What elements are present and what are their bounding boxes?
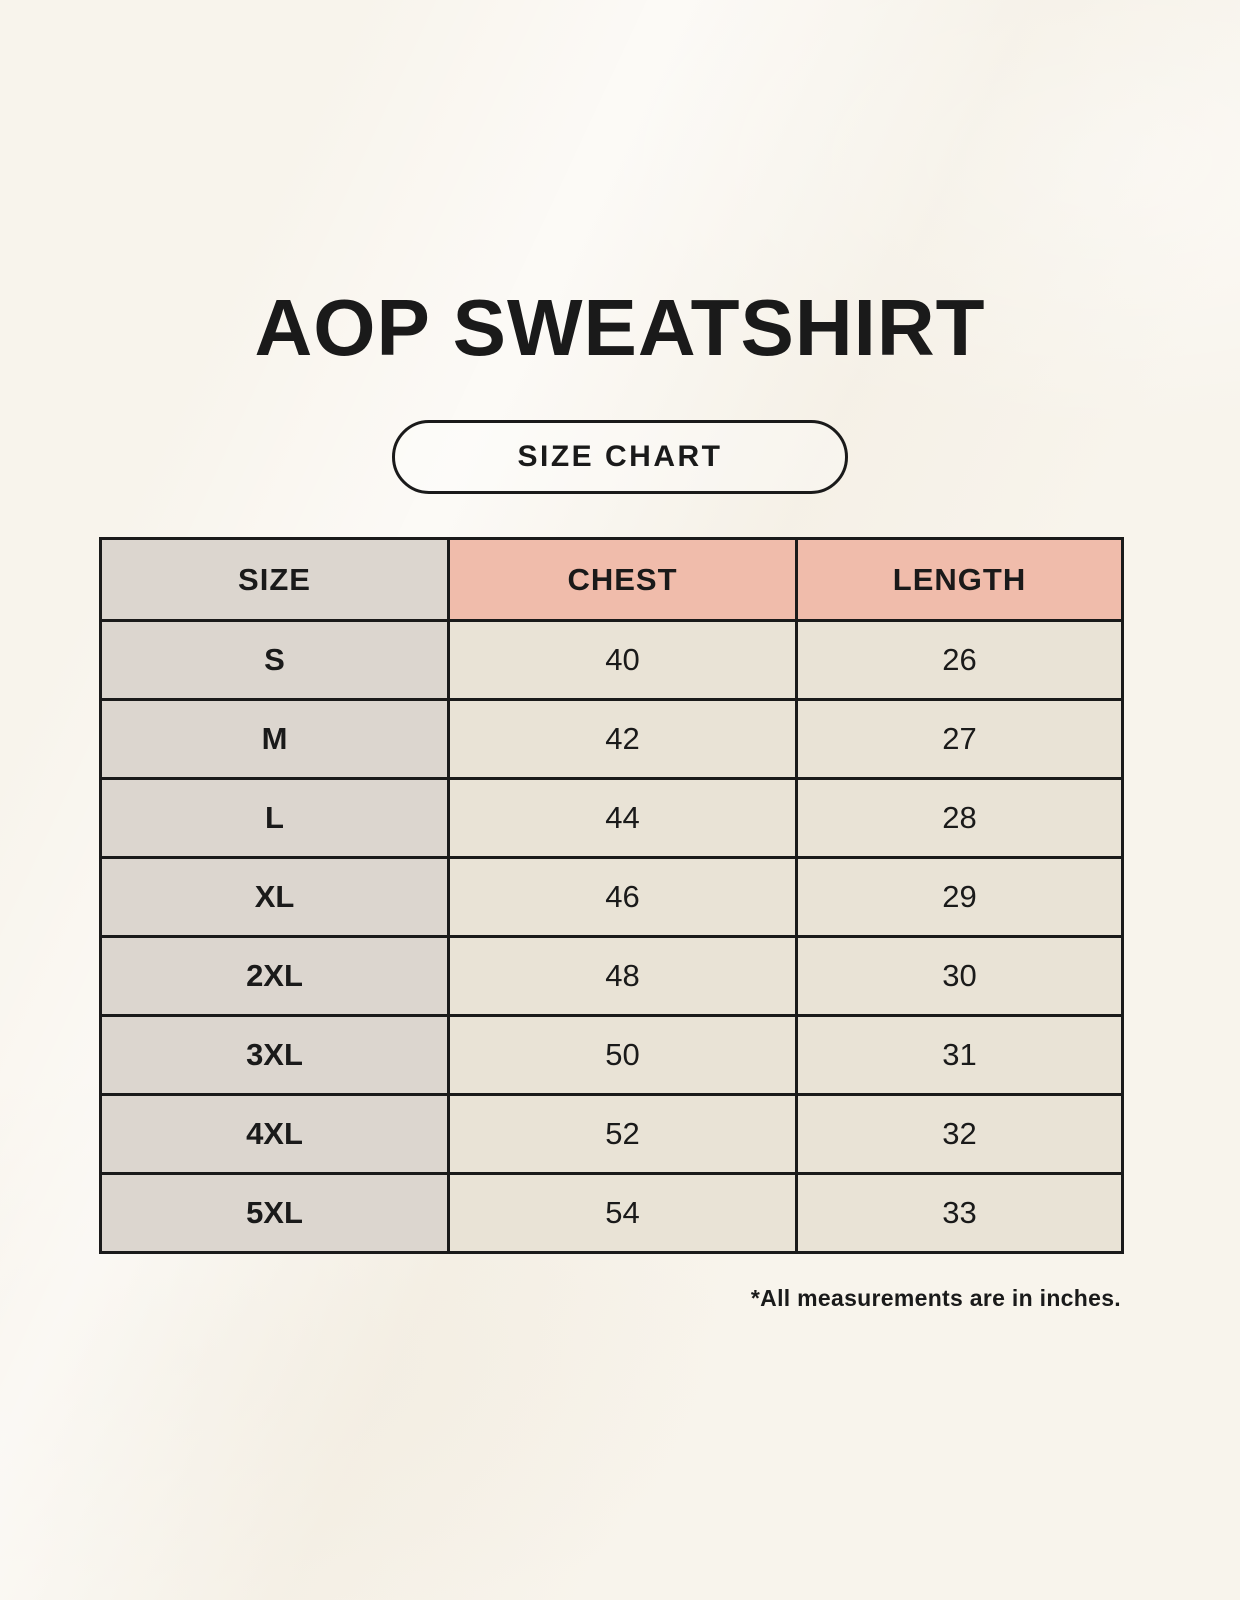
- table-row: S 40 26: [99, 619, 1124, 701]
- size-chart-badge-label: SIZE CHART: [517, 440, 723, 473]
- length-cell: 32: [795, 1093, 1124, 1175]
- length-cell: 30: [795, 935, 1124, 1017]
- size-cell: S: [99, 619, 450, 701]
- chest-cell: 42: [447, 698, 798, 780]
- chest-cell: 46: [447, 856, 798, 938]
- chest-cell: 44: [447, 777, 798, 859]
- table-row: M 42 27: [99, 698, 1124, 780]
- header-row: SIZE CHEST LENGTH: [99, 537, 1124, 622]
- length-cell: 33: [795, 1172, 1124, 1254]
- size-cell: 4XL: [99, 1093, 450, 1175]
- size-table-body: S 40 26 M 42 27 L 44 28 XL 46 29 2XL 48 30 3XL 50 31 4XL 52…: [99, 619, 1124, 1254]
- size-cell: L: [99, 777, 450, 859]
- length-cell: 27: [795, 698, 1124, 780]
- chest-cell: 54: [447, 1172, 798, 1254]
- table-row: 5XL 54 33: [99, 1172, 1124, 1254]
- length-cell: 26: [795, 619, 1124, 701]
- measurements-footnote: *All measurements are in inches.: [750, 1285, 1121, 1311]
- header-cell-size: SIZE: [99, 537, 450, 622]
- table-row: XL 46 29: [99, 856, 1124, 938]
- table-row: 4XL 52 32: [99, 1093, 1124, 1175]
- size-cell: 2XL: [99, 935, 450, 1017]
- table-row: 3XL 50 31: [99, 1014, 1124, 1096]
- page-title: AOP SWEATSHIRT: [254, 283, 986, 372]
- length-cell: 29: [795, 856, 1124, 938]
- size-chart-badge: SIZE CHART: [392, 420, 848, 494]
- length-cell: 28: [795, 777, 1124, 859]
- table-row: L 44 28: [99, 777, 1124, 859]
- size-table: SIZE CHEST LENGTH S 40 26 M 42 27 L 44 28 XL 46 29 2…: [99, 537, 1124, 1254]
- size-table-header: SIZE CHEST LENGTH: [99, 537, 1124, 622]
- chest-cell: 40: [447, 619, 798, 701]
- chest-cell: 50: [447, 1014, 798, 1096]
- size-cell: 5XL: [99, 1172, 450, 1254]
- chest-cell: 52: [447, 1093, 798, 1175]
- table-row: 2XL 48 30: [99, 935, 1124, 1017]
- chest-cell: 48: [447, 935, 798, 1017]
- size-cell: 3XL: [99, 1014, 450, 1096]
- length-cell: 31: [795, 1014, 1124, 1096]
- size-cell: M: [99, 698, 450, 780]
- size-cell: XL: [99, 856, 450, 938]
- header-cell-length: LENGTH: [795, 537, 1124, 622]
- header-cell-chest: CHEST: [447, 537, 798, 622]
